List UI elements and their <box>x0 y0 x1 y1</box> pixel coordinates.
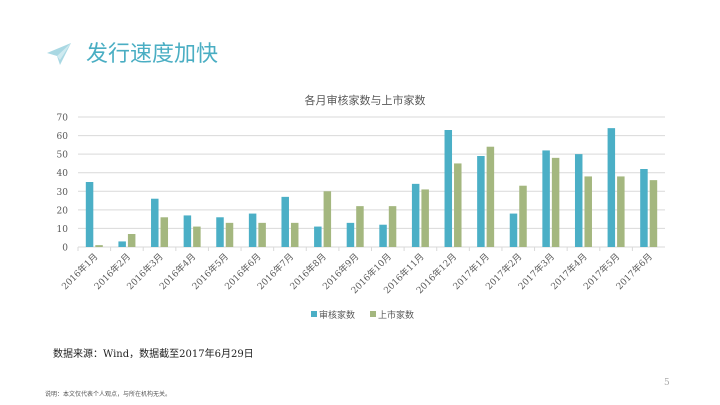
y-tick-label: 60 <box>57 132 69 142</box>
bar-audit <box>118 241 126 247</box>
bar-listed <box>356 206 364 247</box>
bar-listed <box>388 206 397 247</box>
bar-listed <box>225 222 234 247</box>
bar-listed <box>95 245 103 247</box>
y-tick-label: 20 <box>57 206 69 216</box>
bar-audit <box>281 196 289 247</box>
legend-swatch-audit <box>311 311 317 317</box>
bar-audit <box>379 224 387 247</box>
bar-audit <box>183 215 192 247</box>
page-number: 5 <box>664 378 670 388</box>
bar-audit <box>640 169 648 247</box>
bar-listed <box>649 180 658 247</box>
bar-audit <box>85 182 94 247</box>
bar-audit <box>314 226 322 247</box>
bar-audit <box>444 130 453 247</box>
slide-title: 发行速度加快 <box>86 42 219 67</box>
bar-audit <box>346 222 355 247</box>
bar-audit <box>248 213 257 247</box>
y-tick-label: 50 <box>57 151 69 161</box>
y-tick-label: 30 <box>57 188 69 198</box>
bar-listed <box>127 234 136 247</box>
disclaimer: 说明：本文仅代表个人观点，与所在机构无关。 <box>45 391 172 398</box>
bar-audit <box>477 156 485 247</box>
bar-listed <box>323 191 332 247</box>
bar-listed <box>290 222 299 247</box>
legend-label-audit: 审核家数 <box>319 309 355 321</box>
bar-listed <box>160 217 169 247</box>
bar-audit <box>509 213 518 247</box>
bar-audit <box>607 128 616 247</box>
legend: 审核家数 上市家数 <box>311 309 414 321</box>
bar-listed <box>421 189 429 247</box>
bar-listed <box>454 163 462 247</box>
bar-listed <box>486 146 495 247</box>
y-tick-label: 70 <box>57 114 69 124</box>
bar-listed <box>617 176 625 247</box>
bar-listed <box>551 157 560 247</box>
legend-label-listed: 上市家数 <box>378 309 414 321</box>
y-tick-label: 10 <box>57 225 69 235</box>
bar-audit <box>411 183 420 247</box>
bar-listed <box>258 222 266 247</box>
bar-listed <box>519 185 527 247</box>
y-tick-label: 40 <box>57 169 69 179</box>
legend-swatch-listed <box>370 311 376 317</box>
data-source: 数据来源：Wind，数据截至2017年6月29日 <box>53 349 254 360</box>
bar-audit <box>216 217 224 247</box>
bar-audit <box>151 198 159 247</box>
paper-plane-icon <box>47 43 71 65</box>
chart-title: 各月审核家数与上市家数 <box>305 93 426 107</box>
y-tick-label: 0 <box>62 244 68 254</box>
bar-audit <box>542 150 550 247</box>
bar-listed <box>193 226 201 247</box>
bar-audit <box>574 154 583 247</box>
bar-listed <box>584 176 592 247</box>
